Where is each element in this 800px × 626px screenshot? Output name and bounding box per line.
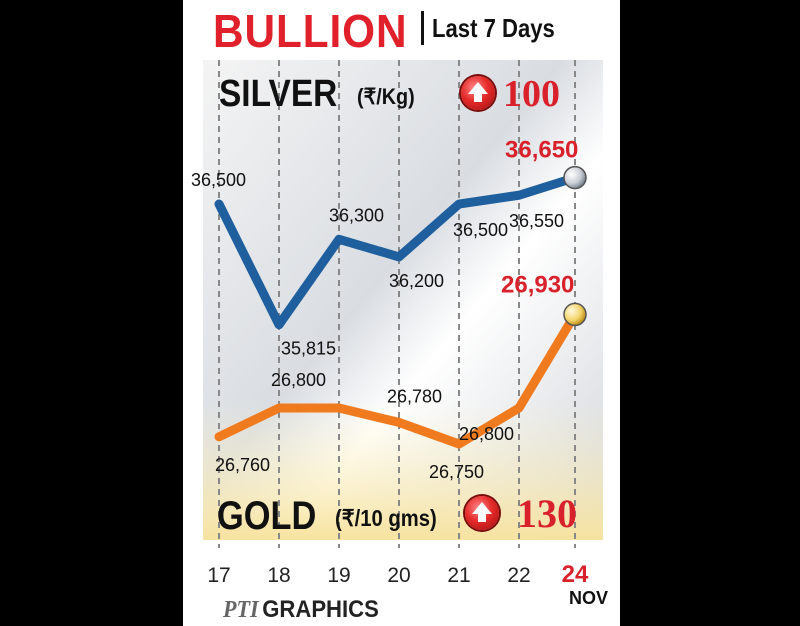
credit-text: GRAPHICS (262, 596, 379, 623)
gold-data-label: 26,780 (387, 386, 442, 406)
silver-end-point (563, 165, 587, 190)
x-tick-label: 20 (387, 564, 410, 587)
gold-data-label: 26,800 (459, 424, 514, 444)
x-tick-label: 18 (267, 564, 290, 587)
x-axis-ticks: 17 18 19 20 21 22 24 (207, 561, 589, 588)
series-layer (214, 165, 587, 449)
x-tick-label: 22 (507, 564, 530, 587)
silver-unit: (₹/Kg) (357, 84, 415, 109)
credit-brand: PTI (223, 597, 259, 623)
silver-data-label: 36,200 (389, 271, 444, 291)
gold-data-label: 26,800 (271, 370, 326, 390)
chart-panel: 36,500 35,815 36,300 36,200 36,500 36,550 36,6… (183, 0, 620, 626)
gold-data-label: 26,760 (215, 455, 270, 475)
title-separator (421, 11, 424, 45)
silver-data-label: 36,500 (453, 220, 508, 240)
x-tick-label: 21 (447, 564, 470, 587)
silver-label: SILVER (219, 73, 338, 115)
gold-unit: (₹/10 gms) (335, 505, 437, 531)
up-arrow-icon (465, 496, 499, 530)
gold-data-label: 26,750 (429, 462, 484, 482)
gold-label: GOLD (217, 494, 317, 538)
x-tick-label: 17 (207, 564, 230, 587)
silver-data-label: 36,300 (329, 205, 384, 225)
gold-data-label: 26,930 (501, 271, 574, 298)
x-axis-month: NOV (569, 588, 609, 608)
grid (218, 60, 576, 548)
x-tick-label: 24 (562, 561, 589, 588)
chart-subtitle: Last 7 Days (432, 13, 555, 43)
credit: PTI GRAPHICS (223, 596, 379, 624)
gold-change: 130 (517, 491, 577, 536)
silver-data-label: 36,500 (191, 170, 246, 190)
silver-change: 100 (503, 73, 560, 115)
chart-title: BULLION (213, 5, 408, 57)
silver-data-label: 36,550 (509, 211, 564, 231)
silver-data-label: 35,815 (281, 339, 336, 359)
silver-data-label: 36,650 (505, 137, 578, 164)
gold-end-point (563, 302, 587, 327)
up-arrow-icon (461, 76, 495, 110)
x-tick-label: 19 (327, 564, 350, 587)
